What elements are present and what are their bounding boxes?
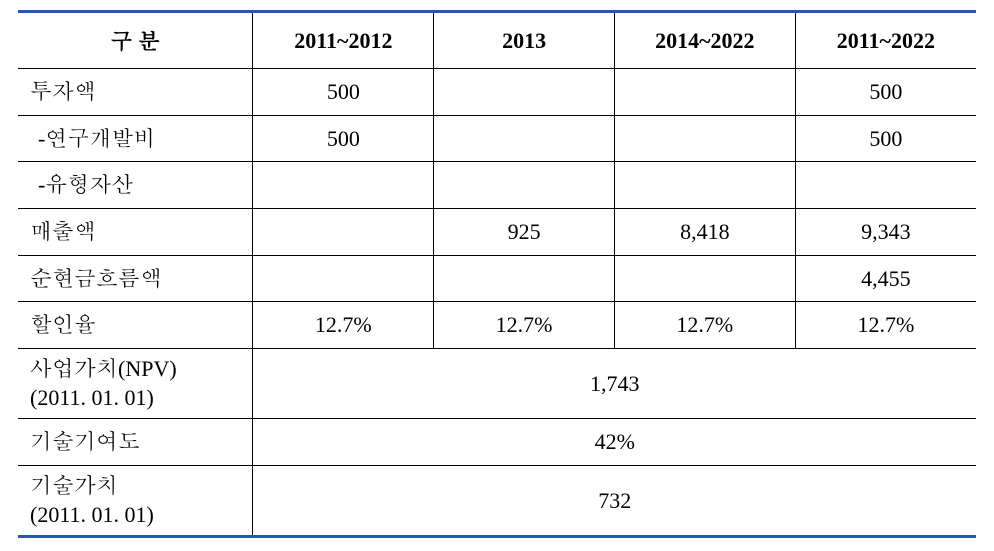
label-tangible: -유형자산 <box>18 162 253 209</box>
valuation-table: 구 분 2011~2012 2013 2014~2022 2011~2022 투… <box>18 10 976 538</box>
label-npv-line2: (2011. 01. 01) <box>30 385 154 410</box>
row-investment: 투자액 500 500 <box>18 69 976 116</box>
label-tech-value-line1: 기술가치 <box>30 473 118 498</box>
row-npv: 사업가치(NPV) (2011. 01. 01) 1,743 <box>18 349 976 419</box>
row-tangible: -유형자산 <box>18 162 976 209</box>
row-tech-contrib: 기술기여도 42% <box>18 419 976 466</box>
cell-revenue-c1 <box>253 209 434 256</box>
col-header-period-3: 2014~2022 <box>614 12 795 69</box>
label-tech-value-line2: (2011. 01. 01) <box>30 502 154 527</box>
label-npv-line1: 사업가치(NPV) <box>30 356 177 381</box>
cell-netcash-c1 <box>253 255 434 302</box>
cell-rnd-c3 <box>614 115 795 162</box>
cell-investment-c1: 500 <box>253 69 434 116</box>
label-netcash: 순현금흐름액 <box>18 255 253 302</box>
cell-revenue-c2: 925 <box>434 209 615 256</box>
cell-rnd-c4: 500 <box>795 115 976 162</box>
row-rnd: -연구개발비 500 500 <box>18 115 976 162</box>
row-discount: 할인율 12.7% 12.7% 12.7% 12.7% <box>18 302 976 349</box>
cell-discount-c1: 12.7% <box>253 302 434 349</box>
cell-discount-c2: 12.7% <box>434 302 615 349</box>
label-tech-value: 기술가치 (2011. 01. 01) <box>18 466 253 537</box>
cell-npv-value: 1,743 <box>253 349 976 419</box>
cell-netcash-c2 <box>434 255 615 302</box>
label-npv: 사업가치(NPV) (2011. 01. 01) <box>18 349 253 419</box>
cell-discount-c3: 12.7% <box>614 302 795 349</box>
cell-revenue-c3: 8,418 <box>614 209 795 256</box>
col-header-category: 구 분 <box>18 12 253 69</box>
cell-discount-c4: 12.7% <box>795 302 976 349</box>
label-revenue: 매출액 <box>18 209 253 256</box>
cell-tangible-c1 <box>253 162 434 209</box>
cell-investment-c3 <box>614 69 795 116</box>
cell-tangible-c2 <box>434 162 615 209</box>
cell-investment-c2 <box>434 69 615 116</box>
cell-tangible-c4 <box>795 162 976 209</box>
cell-tech-contrib-value: 42% <box>253 419 976 466</box>
cell-rnd-c1: 500 <box>253 115 434 162</box>
cell-netcash-c4: 4,455 <box>795 255 976 302</box>
cell-investment-c4: 500 <box>795 69 976 116</box>
table-header-row: 구 분 2011~2012 2013 2014~2022 2011~2022 <box>18 12 976 69</box>
cell-tech-value-value: 732 <box>253 466 976 537</box>
label-rnd: -연구개발비 <box>18 115 253 162</box>
row-tech-value: 기술가치 (2011. 01. 01) 732 <box>18 466 976 537</box>
row-netcash: 순현금흐름액 4,455 <box>18 255 976 302</box>
label-discount: 할인율 <box>18 302 253 349</box>
cell-rnd-c2 <box>434 115 615 162</box>
cell-tangible-c3 <box>614 162 795 209</box>
col-header-period-1: 2011~2012 <box>253 12 434 69</box>
cell-netcash-c3 <box>614 255 795 302</box>
cell-revenue-c4: 9,343 <box>795 209 976 256</box>
label-investment: 투자액 <box>18 69 253 116</box>
col-header-period-4: 2011~2022 <box>795 12 976 69</box>
row-revenue: 매출액 925 8,418 9,343 <box>18 209 976 256</box>
label-tech-contrib: 기술기여도 <box>18 419 253 466</box>
col-header-period-2: 2013 <box>434 12 615 69</box>
